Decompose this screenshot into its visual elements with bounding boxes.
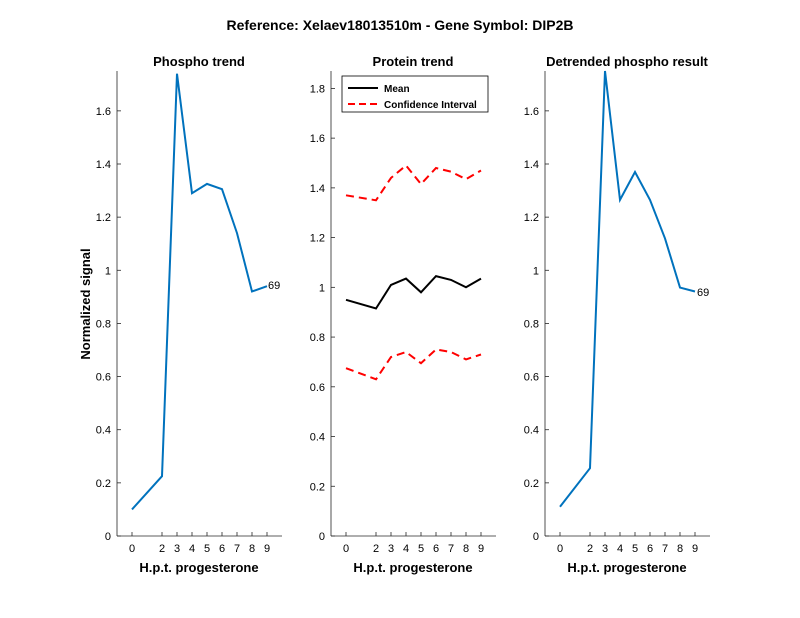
x-tick-label: 9 [692, 543, 698, 555]
x-tick-label: 7 [448, 543, 454, 555]
series-line-confidence-interval-1 [345, 164, 482, 202]
x-tick-label: 3 [602, 543, 608, 555]
x-tick-label: 7 [662, 543, 668, 555]
x-tick-label: 5 [632, 543, 638, 555]
x-tick-label: 0 [343, 543, 349, 555]
y-tick-label: 0.6 [96, 372, 111, 384]
y-tick-label: 0.8 [524, 318, 539, 330]
figure-title: Reference: Xelaev18013510m - Gene Symbol… [226, 17, 573, 33]
panel-title: Protein trend [373, 54, 454, 69]
x-tick-label: 2 [373, 543, 379, 555]
y-tick-label: 0.2 [524, 478, 539, 490]
panel-title: Phospho trend [153, 54, 245, 69]
phospho-trend-panel: Phospho trend H.p.t. progesterone Normal… [78, 54, 282, 575]
x-tick-label: 4 [189, 543, 195, 555]
x-tick-label: 9 [478, 543, 484, 555]
series-line-mean-0 [345, 274, 482, 310]
series-line-confidence-interval-2 [345, 348, 482, 381]
y-tick-label: 1 [533, 265, 539, 277]
y-tick-label: 1.6 [310, 133, 325, 145]
y-tick-label: 1.8 [310, 83, 325, 95]
legend: Mean Confidence Interval [341, 75, 489, 113]
y-tick-label: 0.4 [524, 425, 539, 437]
x-tick-label: 4 [403, 543, 409, 555]
y-tick-label: 0.4 [96, 425, 111, 437]
x-tick-label: 5 [204, 543, 210, 555]
x-tick-label: 3 [174, 543, 180, 555]
y-tick-label: 1.2 [96, 212, 111, 224]
panel-title: Detrended phospho result [546, 54, 708, 69]
legend-box [341, 75, 489, 113]
y-tick-label: 0.6 [310, 382, 325, 394]
y-tick-label: 1.2 [310, 233, 325, 245]
x-tick-label: 8 [463, 543, 469, 555]
y-tick-label: 0 [319, 531, 325, 543]
y-tick-label: 1.6 [524, 106, 539, 118]
x-tick-label: 8 [677, 543, 683, 555]
x-tick-label: 6 [219, 543, 225, 555]
x-tick-label: 9 [264, 543, 270, 555]
legend-mean-label: Mean [384, 84, 410, 95]
x-tick-label: 6 [433, 543, 439, 555]
y-tick-label: 0 [105, 531, 111, 543]
y-tick-label: 0.8 [96, 318, 111, 330]
x-axis-label: H.p.t. progesterone [353, 560, 472, 575]
x-tick-label: 5 [418, 543, 424, 555]
x-tick-label: 4 [617, 543, 623, 555]
series-line-signal-0 [131, 73, 268, 511]
y-tick-label: 0.8 [310, 332, 325, 344]
y-tick-label: 0 [533, 531, 539, 543]
y-tick-label: 1 [319, 282, 325, 294]
y-tick-label: 0.2 [96, 478, 111, 490]
y-tick-label: 0.6 [524, 372, 539, 384]
y-tick-label: 1.4 [310, 183, 325, 195]
x-tick-label: 8 [249, 543, 255, 555]
y-tick-label: 0.4 [310, 432, 325, 444]
x-tick-label: 2 [159, 543, 165, 555]
series-end-label: 69 [697, 287, 709, 299]
protein-trend-panel: Protein trend H.p.t. progesterone 0 0.2 0.… [310, 54, 496, 575]
x-tick-label: 7 [234, 543, 240, 555]
detrended-phospho-panel: Detrended phospho result H.p.t. progeste… [524, 54, 710, 575]
legend-ci-label: Confidence Interval [384, 100, 477, 111]
y-tick-label: 0.2 [310, 481, 325, 493]
x-axis-label: H.p.t. progesterone [139, 560, 258, 575]
x-tick-label: 0 [557, 543, 563, 555]
y-tick-label: 1.2 [524, 212, 539, 224]
y-tick-label: 1.4 [96, 159, 111, 171]
y-tick-label: 1 [105, 265, 111, 277]
series-line-signal-0 [559, 70, 696, 508]
x-tick-label: 2 [587, 543, 593, 555]
x-axis-label: H.p.t. progesterone [567, 560, 686, 575]
series-end-label: 69 [268, 280, 280, 292]
y-tick-label: 1.6 [96, 106, 111, 118]
x-tick-label: 3 [388, 543, 394, 555]
y-tick-label: 1.4 [524, 159, 539, 171]
x-tick-label: 0 [129, 543, 135, 555]
y-axis-label: Normalized signal [78, 248, 93, 359]
x-tick-label: 6 [647, 543, 653, 555]
